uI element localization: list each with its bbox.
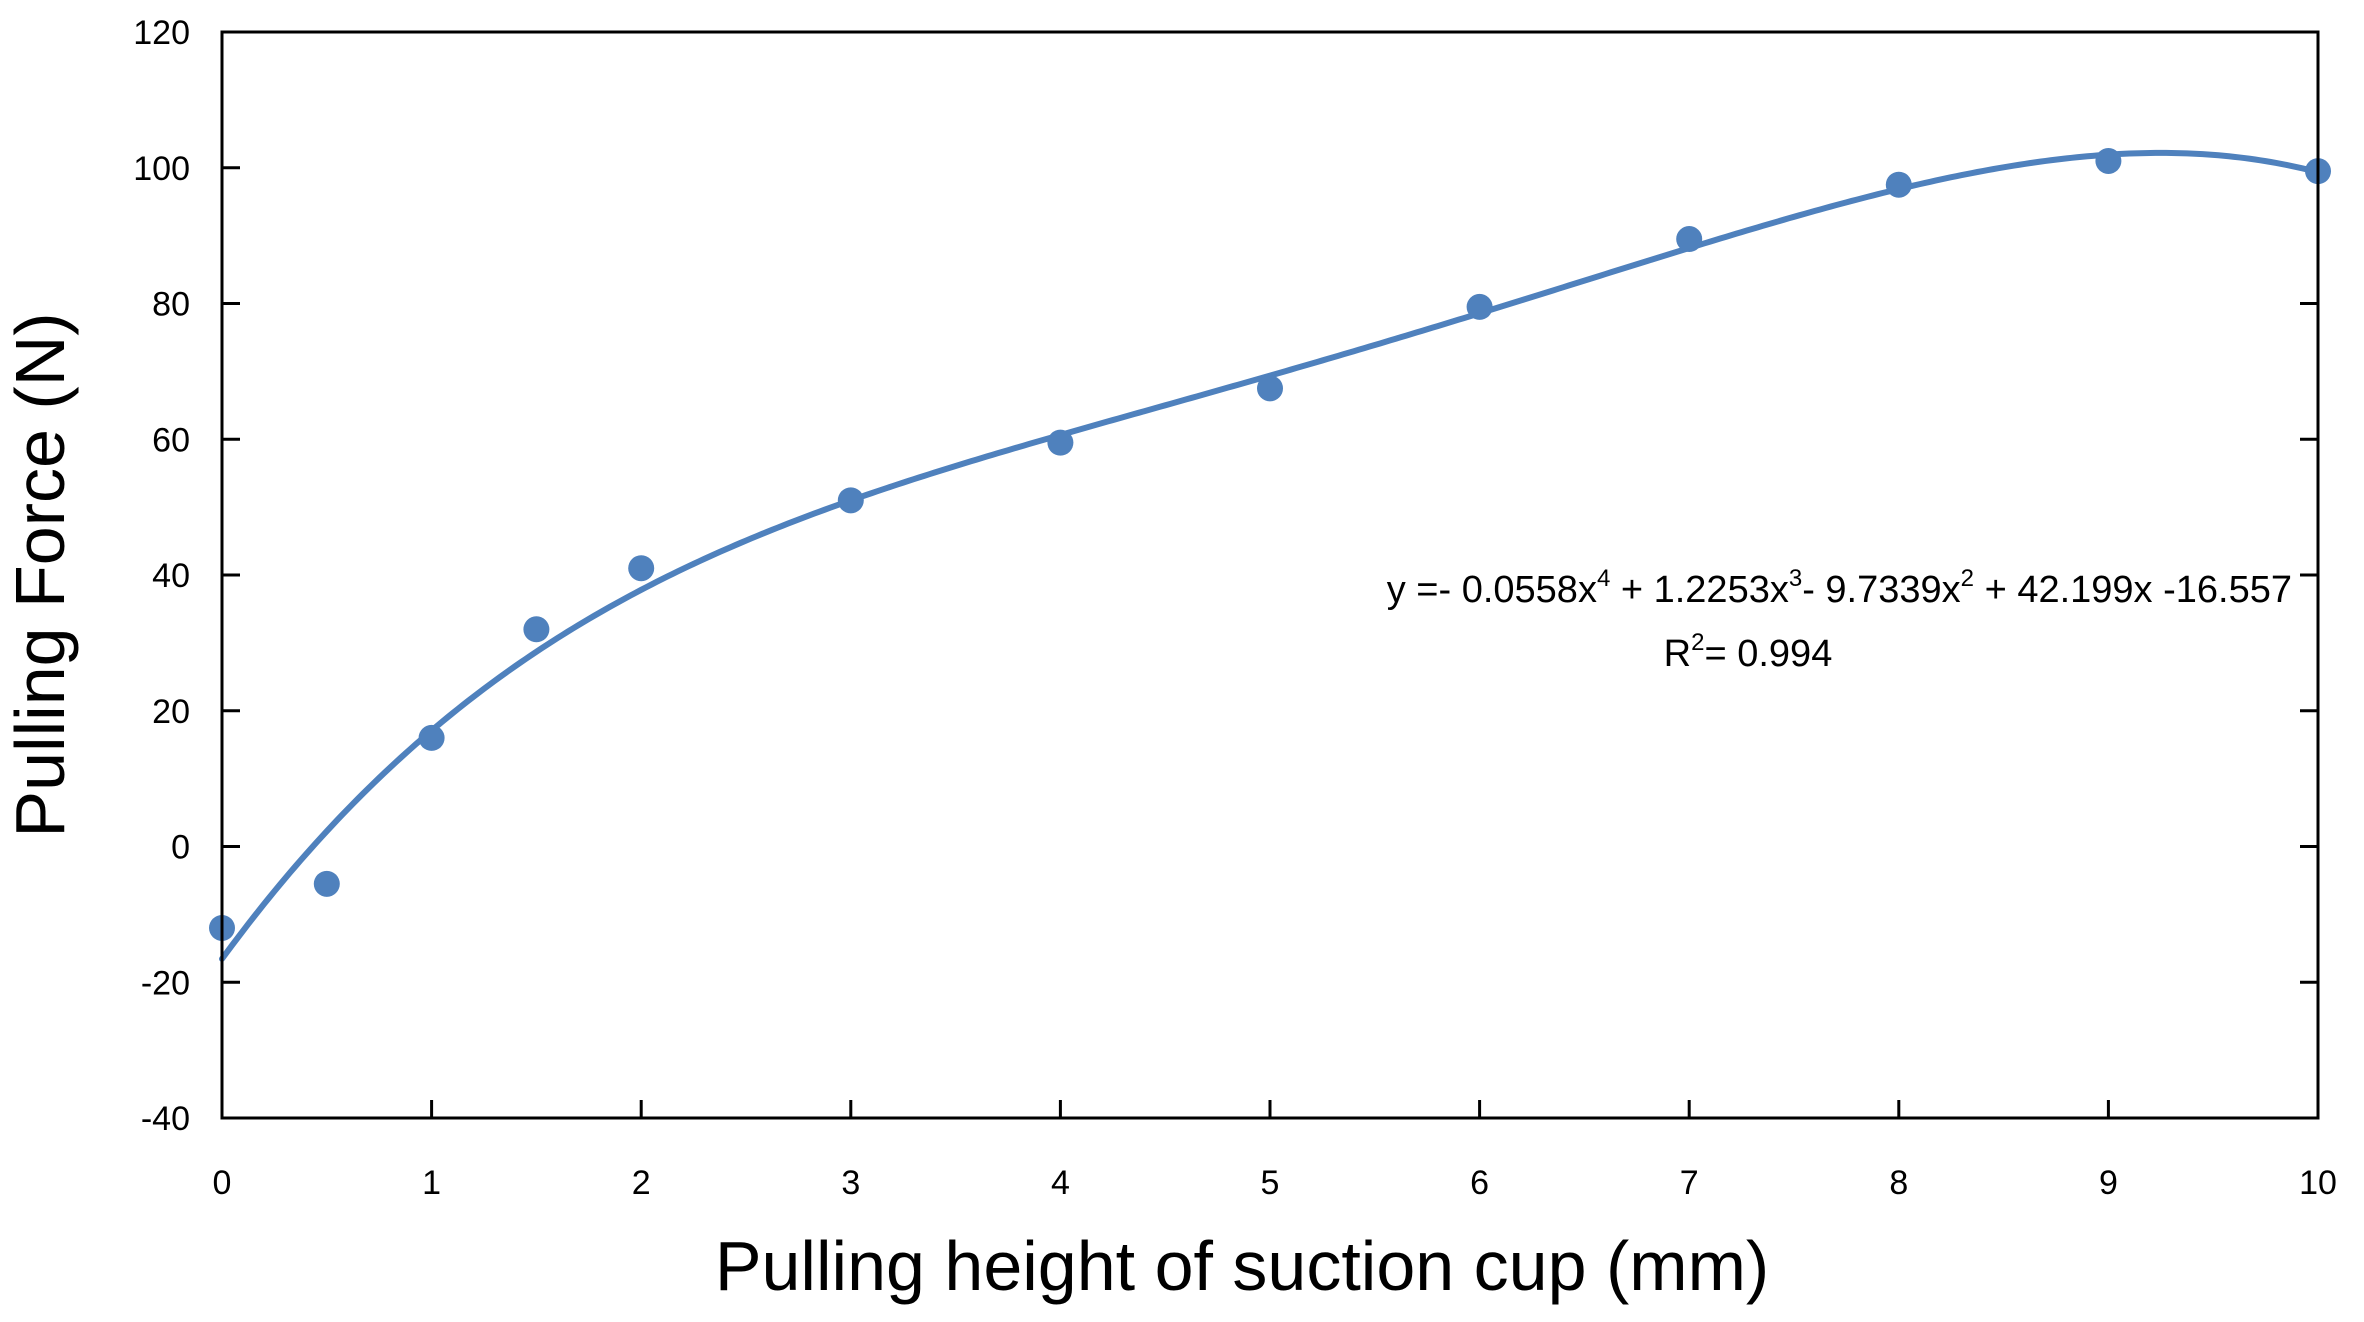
x-tick-label: 10 bbox=[2299, 1164, 2337, 1202]
y-tick-label: 0 bbox=[171, 829, 190, 867]
data-point bbox=[628, 555, 655, 582]
y-axis-title: Pulling Force (N) bbox=[1, 312, 79, 837]
plot-area-frame bbox=[220, 30, 2320, 1120]
x-tick-label: 2 bbox=[632, 1164, 651, 1202]
y-tick-label: 20 bbox=[152, 693, 190, 731]
trendline-curve bbox=[219, 149, 2321, 962]
data-point bbox=[837, 487, 864, 514]
y-tick-label: -20 bbox=[141, 964, 190, 1002]
data-point bbox=[1257, 375, 1283, 402]
data-point bbox=[313, 870, 340, 897]
x-tick-label: 0 bbox=[213, 1164, 232, 1202]
x-tick-label: 7 bbox=[1680, 1164, 1699, 1202]
r-squared-label: R2= 0.994 bbox=[1664, 629, 1833, 675]
y-tick-label: 80 bbox=[152, 286, 190, 324]
data-point bbox=[523, 616, 550, 643]
data-point bbox=[1047, 429, 1074, 456]
data-point bbox=[2095, 147, 2122, 174]
x-tick-label: 1 bbox=[422, 1164, 441, 1202]
x-tick-label: 4 bbox=[1051, 1164, 1070, 1202]
y-tick-label: 40 bbox=[152, 557, 190, 595]
y-tick-label: 60 bbox=[152, 421, 190, 459]
points-layer bbox=[209, 147, 2331, 941]
x-tick-label: 6 bbox=[1470, 1164, 1489, 1202]
x-tick-label: 9 bbox=[2099, 1164, 2118, 1202]
x-axis-title: Pulling height of suction cup (mm) bbox=[715, 1227, 1769, 1305]
x-tick-label: 3 bbox=[841, 1164, 860, 1202]
trendline-layer bbox=[219, 149, 2321, 962]
y-tick-label: 100 bbox=[133, 150, 190, 188]
data-point bbox=[1466, 293, 1493, 320]
data-point bbox=[418, 724, 445, 751]
trendline-equation: y =- 0.0558x4 + 1.2253x3- 9.7339x2 + 42.… bbox=[1387, 565, 2292, 611]
data-point bbox=[1885, 171, 1912, 198]
ticks-layer: 0 1 2 3 4 5 6 7 8 9 10 -40 -20 0 20 40 60 80 100 120 bbox=[133, 14, 2337, 1202]
y-tick-label: 120 bbox=[133, 14, 190, 52]
x-tick-label: 8 bbox=[1889, 1164, 1908, 1202]
x-tick-label: 5 bbox=[1261, 1164, 1280, 1202]
data-point bbox=[1676, 226, 1703, 253]
y-tick-label: -40 bbox=[141, 1100, 190, 1138]
